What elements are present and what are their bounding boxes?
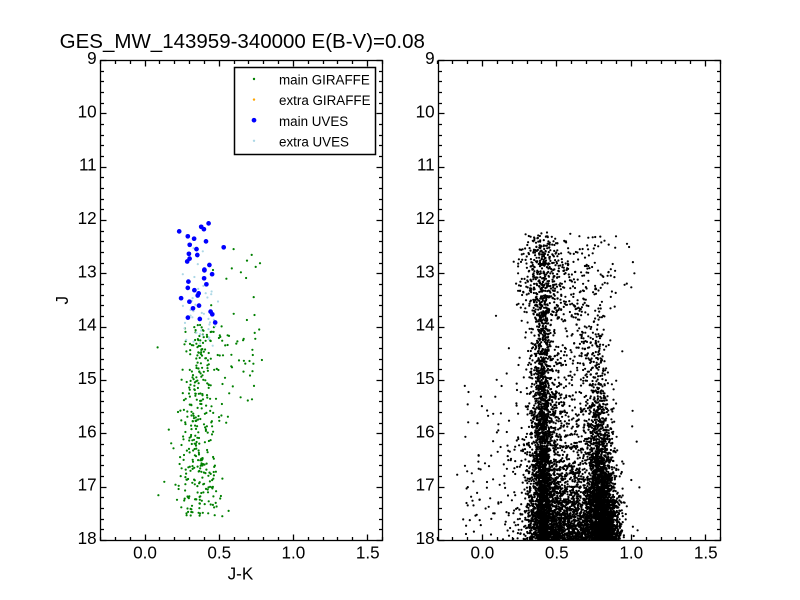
svg-text:1.5: 1.5 (694, 543, 718, 562)
svg-text:12: 12 (416, 209, 435, 228)
svg-text:main GIRAFFE: main GIRAFFE (279, 73, 370, 88)
svg-text:13: 13 (416, 262, 435, 281)
svg-text:15: 15 (416, 369, 435, 388)
svg-text:10: 10 (416, 102, 435, 121)
svg-text:main UVES: main UVES (279, 114, 348, 129)
svg-text:0.5: 0.5 (207, 543, 231, 562)
svg-text:16: 16 (78, 422, 97, 441)
svg-text:extra GIRAFFE: extra GIRAFFE (279, 93, 371, 108)
svg-text:10: 10 (78, 102, 97, 121)
svg-text:1.0: 1.0 (619, 543, 643, 562)
svg-text:15: 15 (78, 369, 97, 388)
svg-text:18: 18 (416, 529, 435, 548)
svg-text:18: 18 (78, 529, 97, 548)
svg-text:0.0: 0.0 (471, 543, 495, 562)
svg-text:16: 16 (416, 422, 435, 441)
svg-text:9: 9 (87, 49, 97, 68)
svg-text:13: 13 (78, 262, 97, 281)
svg-text:14: 14 (78, 316, 97, 335)
svg-text:J: J (53, 296, 72, 305)
svg-text:12: 12 (78, 209, 97, 228)
svg-text:11: 11 (79, 156, 97, 175)
svg-text:J-K: J-K (228, 565, 254, 584)
svg-text:0.5: 0.5 (545, 543, 569, 562)
svg-text:GES_MW_143959-340000 E(B-V)=0.: GES_MW_143959-340000 E(B-V)=0.08 (60, 30, 425, 53)
svg-text:17: 17 (416, 476, 435, 495)
svg-text:1.5: 1.5 (356, 543, 380, 562)
svg-text:0.0: 0.0 (133, 543, 157, 562)
svg-text:14: 14 (416, 316, 435, 335)
svg-text:9: 9 (425, 49, 435, 68)
svg-text:11: 11 (417, 156, 435, 175)
svg-text:extra UVES: extra UVES (279, 134, 349, 149)
svg-text:17: 17 (78, 476, 97, 495)
svg-text:1.0: 1.0 (282, 543, 306, 562)
